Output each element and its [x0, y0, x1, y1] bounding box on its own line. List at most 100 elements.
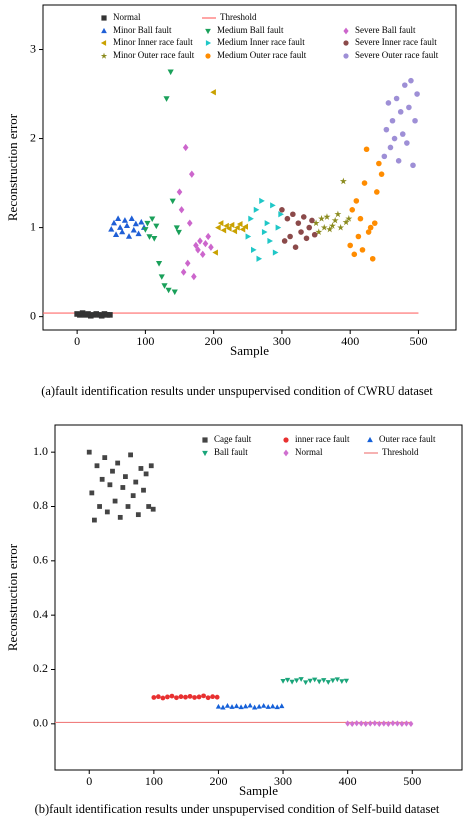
- point: [144, 220, 151, 227]
- point: [321, 678, 327, 683]
- point: [372, 720, 378, 727]
- point: [223, 222, 229, 229]
- point: [215, 703, 222, 709]
- point: [406, 104, 412, 111]
- point: [323, 213, 331, 220]
- point: [167, 69, 174, 76]
- point: [312, 219, 320, 227]
- legend-marker: [100, 52, 108, 59]
- point: [395, 158, 402, 164]
- x-tick-label: 100: [145, 774, 163, 788]
- point: [104, 509, 110, 515]
- point: [112, 498, 118, 504]
- point: [132, 220, 139, 227]
- point: [120, 485, 126, 490]
- point: [259, 197, 265, 204]
- caption: (b)fault identification results under un…: [35, 802, 440, 816]
- point: [125, 504, 131, 509]
- x-tick-label: 100: [136, 334, 154, 348]
- point: [264, 220, 271, 227]
- point: [205, 232, 211, 241]
- point: [183, 694, 188, 700]
- point: [242, 703, 249, 709]
- point: [150, 506, 156, 512]
- legend-label: Medium Inner race fault: [217, 37, 305, 47]
- legend-label: Severe Outer race fault: [355, 50, 439, 60]
- point: [242, 223, 248, 230]
- point: [292, 244, 299, 250]
- point: [300, 214, 307, 220]
- x-tick-label: 300: [273, 334, 291, 348]
- point: [214, 694, 220, 700]
- point: [408, 720, 414, 727]
- point: [261, 703, 267, 708]
- point: [224, 703, 231, 708]
- point: [381, 153, 388, 160]
- point: [325, 680, 331, 685]
- point: [298, 677, 304, 682]
- point: [326, 225, 334, 233]
- point: [390, 720, 396, 727]
- point: [355, 233, 362, 240]
- point: [312, 677, 318, 683]
- point: [351, 251, 358, 258]
- point: [161, 283, 168, 289]
- point: [133, 479, 139, 485]
- point: [272, 249, 279, 256]
- point: [253, 206, 260, 213]
- y-axis-label: Reconstruction error: [5, 113, 20, 221]
- y-tick-label: 1: [30, 219, 36, 233]
- point: [367, 720, 373, 727]
- point: [394, 720, 400, 727]
- point: [256, 703, 262, 709]
- legend-label: Threshold: [382, 447, 419, 457]
- point: [287, 233, 293, 240]
- legend-marker: [343, 27, 349, 35]
- legend-label: Minor Inner race fault: [113, 37, 193, 47]
- point: [251, 704, 258, 710]
- legend-label: Minor Outer race fault: [113, 50, 195, 60]
- point: [387, 144, 394, 151]
- legend-marker: [101, 27, 107, 34]
- point: [307, 678, 313, 684]
- point: [309, 217, 315, 224]
- point: [186, 219, 193, 227]
- point: [399, 720, 405, 727]
- point: [220, 227, 227, 234]
- point: [358, 720, 364, 727]
- x-tick-label: 0: [74, 334, 80, 348]
- point: [361, 180, 368, 186]
- point: [189, 170, 195, 178]
- point: [195, 246, 201, 254]
- point: [385, 720, 391, 727]
- legend-marker: [283, 437, 289, 443]
- point: [182, 143, 189, 152]
- legend-marker: [202, 437, 208, 443]
- point: [293, 678, 300, 684]
- point: [128, 452, 133, 458]
- y-axis-label: Reconstruction error: [5, 543, 20, 651]
- point: [374, 189, 380, 195]
- point: [199, 250, 206, 258]
- point: [151, 695, 157, 700]
- point: [393, 95, 400, 102]
- point: [371, 220, 378, 226]
- point: [119, 228, 126, 235]
- point: [217, 220, 224, 227]
- point: [315, 228, 323, 235]
- point: [197, 237, 203, 245]
- point: [153, 223, 160, 230]
- legend-marker: [343, 53, 349, 59]
- y-tick-label: 3: [30, 41, 36, 55]
- point: [414, 91, 420, 97]
- point: [174, 695, 179, 701]
- point: [115, 215, 122, 221]
- point: [208, 243, 214, 251]
- point: [306, 224, 313, 231]
- legend-marker: [343, 40, 349, 46]
- point: [149, 216, 156, 223]
- point: [202, 239, 209, 248]
- point: [245, 233, 252, 240]
- point: [280, 678, 286, 684]
